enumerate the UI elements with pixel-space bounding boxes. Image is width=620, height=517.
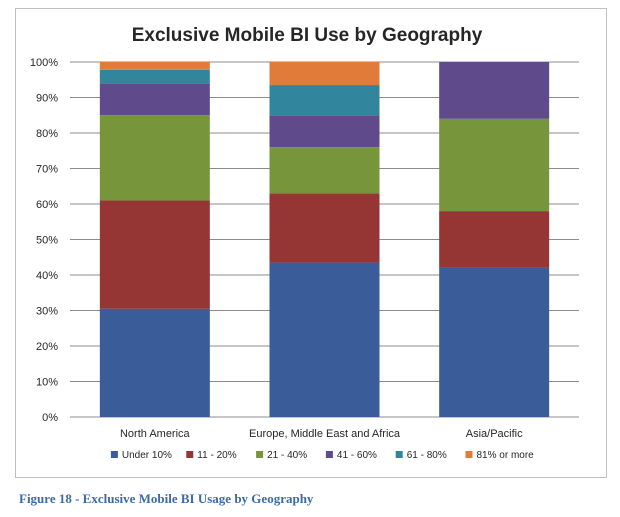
legend-label: Under 10% (122, 450, 172, 461)
legend-swatch (465, 451, 473, 458)
y-tick-label: 50% (36, 235, 58, 247)
y-tick-label: 100% (30, 57, 58, 69)
y-tick-label: 10% (36, 377, 58, 389)
bars (99, 62, 550, 417)
bar-segment (439, 62, 550, 119)
bar-segment (439, 267, 550, 417)
bar-segment (269, 147, 380, 194)
y-tick-label: 40% (36, 270, 58, 282)
bar-segment (269, 115, 380, 148)
legend-label: 11 - 20% (197, 450, 236, 461)
figure-caption: Figure 18 - Exclusive Mobile BI Usage by… (19, 491, 314, 506)
y-tick-label: 70% (36, 164, 58, 176)
legend-swatch (395, 451, 403, 458)
y-tick-label: 30% (36, 306, 58, 318)
x-axis-tick-labels: North America Europe, Middle East and Afr… (120, 428, 523, 440)
y-tick-label: 60% (36, 199, 58, 211)
y-tick-label: 80% (36, 128, 58, 140)
x-tick-label: Europe, Middle East and Africa (249, 428, 401, 440)
y-tick-label: 0% (42, 412, 58, 424)
bar-segment (269, 262, 380, 417)
legend-swatch (325, 451, 333, 458)
stacked-bar-chart: Exclusive Mobile BI Use by Geography 0% 1… (30, 25, 579, 461)
legend-swatch (256, 451, 264, 458)
bar-segment (269, 85, 380, 116)
legend-label: 61 - 80% (407, 450, 447, 461)
x-tick-label: North America (120, 428, 191, 440)
bar-segment (99, 115, 210, 201)
chart-title: Exclusive Mobile BI Use by Geography (132, 25, 483, 46)
bar-segment (99, 62, 210, 70)
legend-swatch (110, 451, 118, 458)
bar-segment (439, 211, 550, 268)
bar-segment (99, 308, 210, 417)
legend-label: 21 - 40% (267, 450, 307, 461)
bar-segment (439, 118, 550, 212)
bar-segment (269, 193, 380, 263)
y-tick-label: 90% (36, 93, 58, 105)
y-axis-tick-labels: 0% 10% 20% 30% 40% 50% 60% 70% 80% 90% 100% (30, 57, 58, 424)
x-tick-label: Asia/Pacific (466, 428, 523, 440)
y-tick-label: 20% (36, 341, 58, 353)
legend: Under 10% 11 - 20% 21 - 40% 41 - 60% 61 - 80… (110, 450, 535, 461)
bar-segment (99, 83, 210, 116)
legend-label: 41 - 60% (337, 450, 377, 461)
legend-swatch (186, 451, 194, 458)
bar-segment (269, 62, 380, 86)
legend-label: 81% or more (477, 450, 535, 461)
bar-segment (99, 69, 210, 84)
bar-segment (99, 200, 210, 309)
